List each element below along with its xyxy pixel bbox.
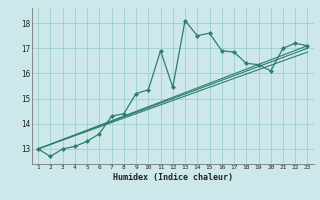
X-axis label: Humidex (Indice chaleur): Humidex (Indice chaleur) bbox=[113, 173, 233, 182]
